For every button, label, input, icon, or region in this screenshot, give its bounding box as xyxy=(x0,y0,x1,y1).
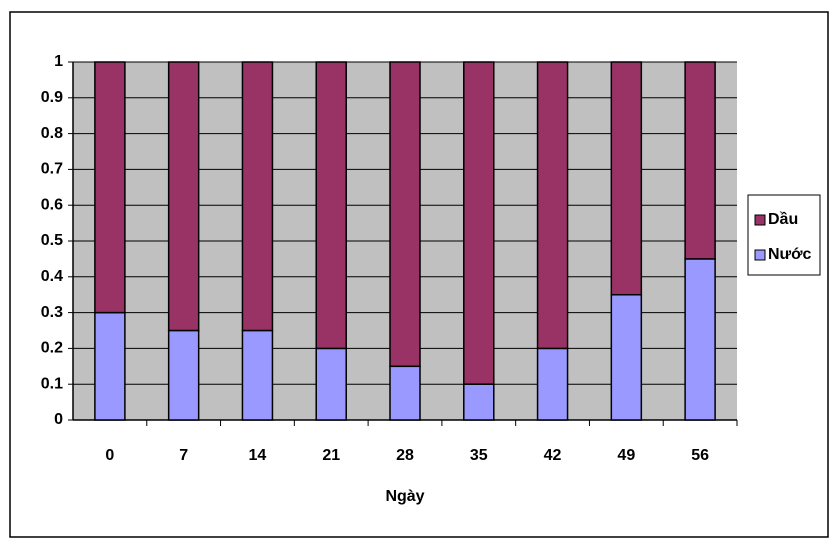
x-tick-label: 28 xyxy=(396,447,414,464)
y-tick-label: 0.7 xyxy=(41,161,63,178)
y-tick-label: 0.5 xyxy=(41,232,63,249)
bar-segment xyxy=(389,365,421,421)
legend-label: Dầu xyxy=(768,211,798,228)
legend-box xyxy=(747,194,821,276)
y-tick-label: 0.2 xyxy=(41,340,63,357)
y-tick-label: 0.6 xyxy=(41,196,63,213)
y-tick-label: 0.9 xyxy=(41,89,63,106)
x-axis-label: Ngày xyxy=(385,488,424,505)
bar-segment xyxy=(167,329,200,421)
y-tick-label: 0.1 xyxy=(41,375,63,392)
bar-segment xyxy=(463,383,495,421)
x-tick-label: 49 xyxy=(617,447,635,464)
x-tick-label: 42 xyxy=(544,447,562,464)
bar-segment xyxy=(684,61,716,260)
legend-swatch xyxy=(754,214,766,226)
y-tick-label: 1 xyxy=(54,53,63,70)
bar-segment xyxy=(94,61,126,314)
bar-segment xyxy=(536,61,569,350)
y-tick-label: 0.4 xyxy=(41,268,63,285)
bar-segment xyxy=(463,61,495,385)
bar-segment xyxy=(241,61,274,332)
bar-segment xyxy=(389,61,421,368)
x-tick-label: 56 xyxy=(691,447,709,464)
bar-segment xyxy=(94,311,126,421)
bar-segment xyxy=(536,347,569,421)
y-tick-label: 0 xyxy=(54,411,63,428)
legend-swatch xyxy=(754,249,766,261)
y-tick-label: 0.8 xyxy=(41,125,63,142)
bar-segment xyxy=(241,329,274,421)
y-tick-label: 0.3 xyxy=(41,304,63,321)
bar-segment xyxy=(167,61,200,332)
bar-segment xyxy=(684,258,716,421)
bar-segment xyxy=(315,347,347,421)
x-tick-label: 7 xyxy=(179,447,188,464)
bar-segment xyxy=(610,293,643,421)
x-tick-label: 21 xyxy=(322,447,340,464)
x-tick-label: 35 xyxy=(470,447,488,464)
x-tick-label: 0 xyxy=(105,447,114,464)
x-tick-label: 14 xyxy=(249,447,267,464)
legend-label: Nước xyxy=(768,246,812,263)
bar-segment xyxy=(315,61,347,350)
bar-segment xyxy=(610,61,643,296)
